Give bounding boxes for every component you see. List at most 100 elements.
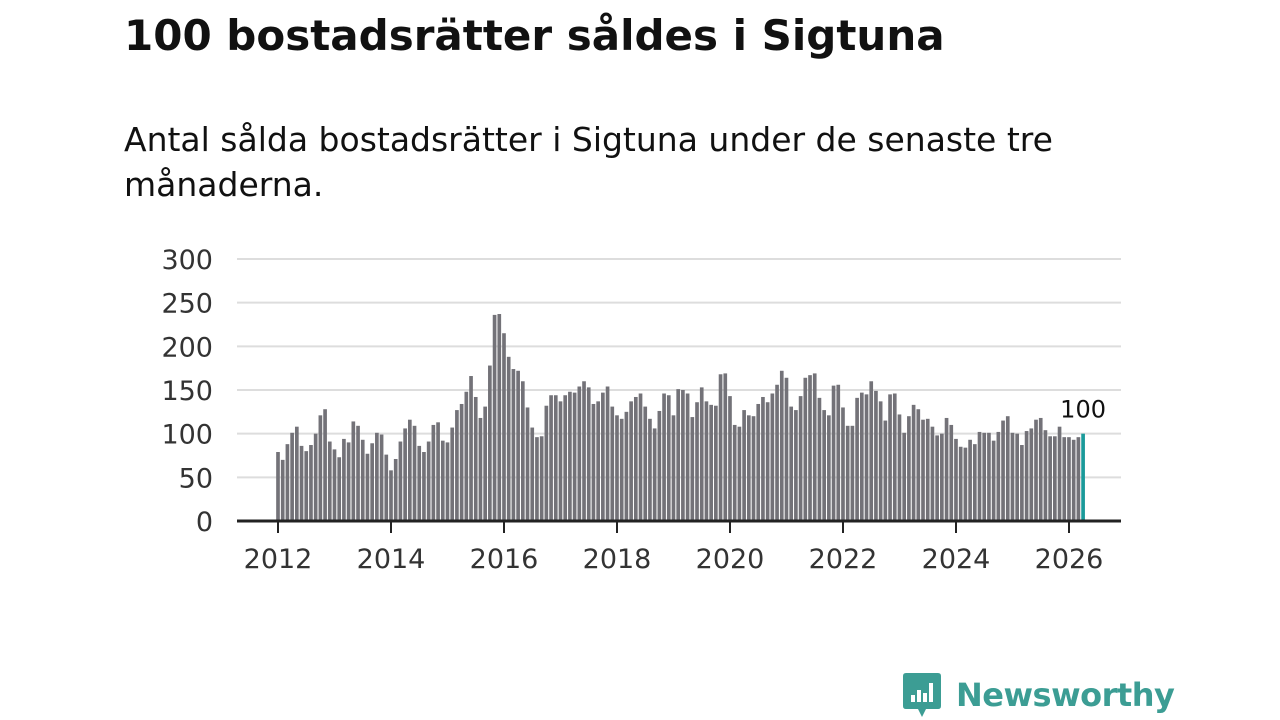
bar [290, 432, 294, 521]
bar [690, 417, 695, 521]
bar [676, 389, 681, 521]
bar [544, 405, 549, 521]
bar [299, 445, 304, 521]
bar [572, 392, 577, 521]
y-tick-label: 100 [161, 420, 213, 451]
x-tick-label: 2016 [470, 544, 539, 575]
brand-logo[interactable]: Newsworthy [902, 670, 1175, 720]
bar [1020, 445, 1024, 521]
bar [1053, 436, 1057, 521]
bar [497, 314, 502, 521]
bar [516, 370, 520, 521]
bar [921, 419, 925, 521]
bar [1034, 419, 1038, 521]
bar [704, 401, 709, 521]
bar [652, 428, 657, 521]
bar [488, 365, 492, 521]
bar [949, 424, 954, 521]
bar [972, 444, 977, 521]
bar [718, 374, 723, 521]
bar [318, 415, 323, 521]
bar [304, 451, 309, 521]
bar [1001, 420, 1005, 521]
bar [944, 417, 949, 521]
bar [1057, 426, 1062, 521]
bar [601, 392, 605, 521]
bar [436, 422, 440, 521]
bar [902, 432, 907, 521]
bar [553, 395, 558, 521]
bar [332, 449, 337, 521]
bar [412, 425, 417, 521]
bar [483, 406, 487, 521]
bar [530, 427, 535, 521]
bar [431, 424, 436, 521]
bar [888, 394, 892, 521]
bar [568, 391, 572, 521]
bar [789, 406, 794, 521]
bar [309, 445, 313, 521]
bar [666, 395, 671, 521]
bar [285, 444, 290, 521]
bar [709, 404, 713, 521]
bar-highlight [1081, 433, 1085, 521]
x-tick-label: 2020 [696, 544, 765, 575]
bar [629, 401, 633, 521]
bar [695, 402, 699, 521]
y-tick-label: 150 [161, 376, 213, 407]
x-tick-label: 2018 [583, 544, 652, 575]
bar [280, 459, 285, 521]
bar [869, 381, 874, 521]
bar [615, 415, 619, 521]
bar [1015, 433, 1020, 521]
bar [662, 393, 666, 521]
bar [1024, 431, 1029, 521]
bar [549, 395, 553, 521]
bar [577, 386, 582, 521]
bar [982, 432, 987, 521]
bar [671, 415, 676, 521]
last-value-label: 100 [1060, 396, 1106, 424]
bar [323, 409, 327, 521]
bar [770, 393, 775, 521]
bar [422, 452, 426, 521]
bar [685, 393, 690, 521]
bar [506, 356, 511, 521]
bar [596, 401, 600, 521]
bar [294, 426, 299, 521]
bar [360, 439, 365, 521]
bar [808, 375, 812, 521]
bar [520, 381, 525, 521]
bar [765, 402, 770, 521]
bar [370, 443, 374, 521]
bar [445, 442, 450, 521]
bar [502, 333, 506, 521]
bar [751, 416, 756, 521]
bar [714, 405, 718, 521]
bar [535, 437, 539, 521]
bar [859, 392, 864, 521]
bar [365, 453, 370, 521]
bar [954, 438, 958, 521]
bar [732, 424, 737, 521]
bar [648, 418, 652, 521]
bar [784, 377, 789, 521]
y-tick-label: 200 [161, 332, 213, 363]
bar [812, 373, 817, 521]
bar [897, 414, 902, 521]
bar [892, 393, 897, 521]
bar [1048, 436, 1052, 521]
bar [455, 410, 459, 521]
bar [836, 384, 841, 521]
bar [375, 432, 379, 521]
bar [746, 415, 751, 521]
x-tick-label: 2026 [1035, 544, 1104, 575]
bar [539, 436, 544, 521]
bar [935, 435, 939, 521]
y-tick-label: 250 [161, 289, 213, 320]
bar [907, 416, 911, 521]
bar [1029, 428, 1034, 521]
bar [426, 441, 431, 521]
bar [558, 401, 563, 521]
bar [469, 376, 473, 521]
